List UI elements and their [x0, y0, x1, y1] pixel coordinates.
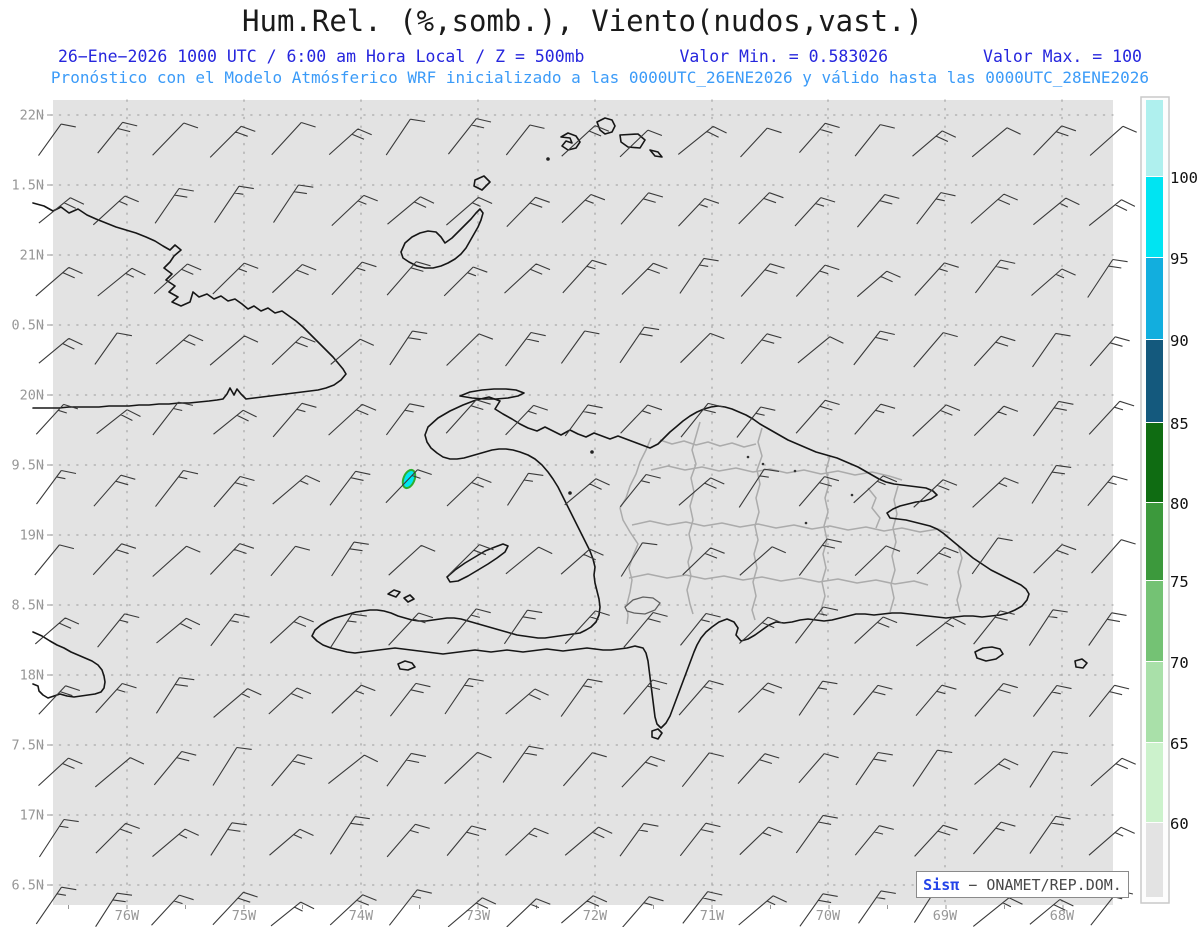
- lon-tick-label: 76W: [115, 908, 140, 924]
- great-inagua: [400, 208, 484, 269]
- axis-ticks: [47, 114, 1064, 909]
- lat-tick-label: 1.5N: [11, 178, 44, 194]
- value-min-label: Valor Min. = 0.583026: [679, 47, 889, 66]
- lat-tick-label: 0.5N: [11, 318, 44, 334]
- colorbar-label: 100: [1170, 169, 1198, 187]
- lat-tick-label: 6.5N: [11, 878, 44, 894]
- colorbar-segment: [1146, 743, 1163, 822]
- chart-subtitle: 26−Ene−2026 1000 UTC / 6:00 am Hora Loca…: [58, 47, 1142, 66]
- colorbar-label: 90: [1170, 332, 1189, 350]
- mona: [1074, 658, 1088, 669]
- lon-tick-label: 72W: [583, 908, 608, 924]
- lake-outline: [624, 596, 661, 615]
- map-background: [53, 100, 1113, 905]
- lon-tick-label: 75W: [232, 908, 257, 924]
- colorbar-segment: [1146, 503, 1163, 580]
- colorbar-segment: [1146, 581, 1163, 661]
- model-run-info: Pronóstico con el Modelo Atmósferico WRF…: [50, 68, 1150, 87]
- colorbar-label: 95: [1170, 250, 1189, 268]
- colorbar-segment: [1146, 662, 1163, 742]
- caicos-middle: [619, 133, 646, 149]
- value-max-label: Valor Max. = 100: [983, 47, 1142, 66]
- tortuga: [459, 388, 525, 400]
- colorbar-label: 60: [1170, 815, 1189, 833]
- lat-tick-label: 9.5N: [11, 458, 44, 474]
- colorbar-segment: [1146, 340, 1163, 422]
- lon-tick-label: 71W: [700, 908, 725, 924]
- chart-title: Hum.Rel. (%,somb.), Viento(nudos,vast.): [242, 4, 923, 38]
- little-inagua: [473, 175, 491, 191]
- colorbar-label: 85: [1170, 415, 1189, 433]
- lon-tick-label: 73W: [466, 908, 491, 924]
- cayemites-1: [387, 589, 401, 598]
- lat-tick-label: 19N: [20, 528, 44, 544]
- colorbar-label: 70: [1170, 654, 1189, 672]
- cayemites-2: [403, 594, 415, 603]
- province-borders: [619, 421, 963, 625]
- lon-tick-label: 74W: [349, 908, 374, 924]
- watermark-org: − ONAMET/REP.DOM.: [959, 875, 1122, 894]
- lat-tick-label: 21N: [20, 248, 44, 264]
- colorbar-segment: [1146, 100, 1163, 176]
- colorbar-segment: [1146, 823, 1163, 897]
- lat-tick-label: 18N: [20, 668, 44, 684]
- colorbar-segment: [1146, 423, 1163, 502]
- lon-tick-label: 68W: [1050, 908, 1075, 924]
- islet-dots: [546, 157, 854, 525]
- wind-barbs: [34, 118, 1137, 927]
- hispaniola: [311, 396, 1030, 729]
- beata: [651, 728, 663, 740]
- jamaica: [32, 631, 106, 699]
- colorbar-segment: [1146, 258, 1163, 339]
- watermark-box: Sisπ − ONAMET/REP.DOM.: [916, 871, 1129, 898]
- lat-tick-label: 17N: [20, 808, 44, 824]
- colorbar-label: 65: [1170, 735, 1189, 753]
- lon-tick-label: 70W: [816, 908, 841, 924]
- axis-labels: 22N 1.5N 21N 0.5N 20N 9.5N 19N 8.5N 18N 7.5N 17N 6.…: [11, 108, 1075, 925]
- colorbar-label: 80: [1170, 495, 1189, 513]
- gonave: [446, 543, 509, 583]
- caicos-provo: [596, 117, 616, 135]
- lat-tick-label: 8.5N: [11, 598, 44, 614]
- watermark-brand: Sisπ: [923, 875, 960, 894]
- grand-turk: [649, 149, 663, 158]
- lat-tick-label: 22N: [20, 108, 44, 124]
- lon-tick-label: 69W: [933, 908, 958, 924]
- lat-tick-label: 7.5N: [11, 738, 44, 754]
- colorbar: 100 95 90 85 80 75 70 65 60: [1140, 96, 1198, 904]
- valid-time-label: 26−Ene−2026 1000 UTC / 6:00 am Hora Loca…: [58, 47, 585, 66]
- colorbar-segment: [1146, 177, 1163, 257]
- ile-a-vache: [397, 660, 416, 671]
- colorbar-label: 75: [1170, 573, 1189, 591]
- saona: [974, 646, 1004, 662]
- lat-tick-label: 20N: [20, 388, 44, 404]
